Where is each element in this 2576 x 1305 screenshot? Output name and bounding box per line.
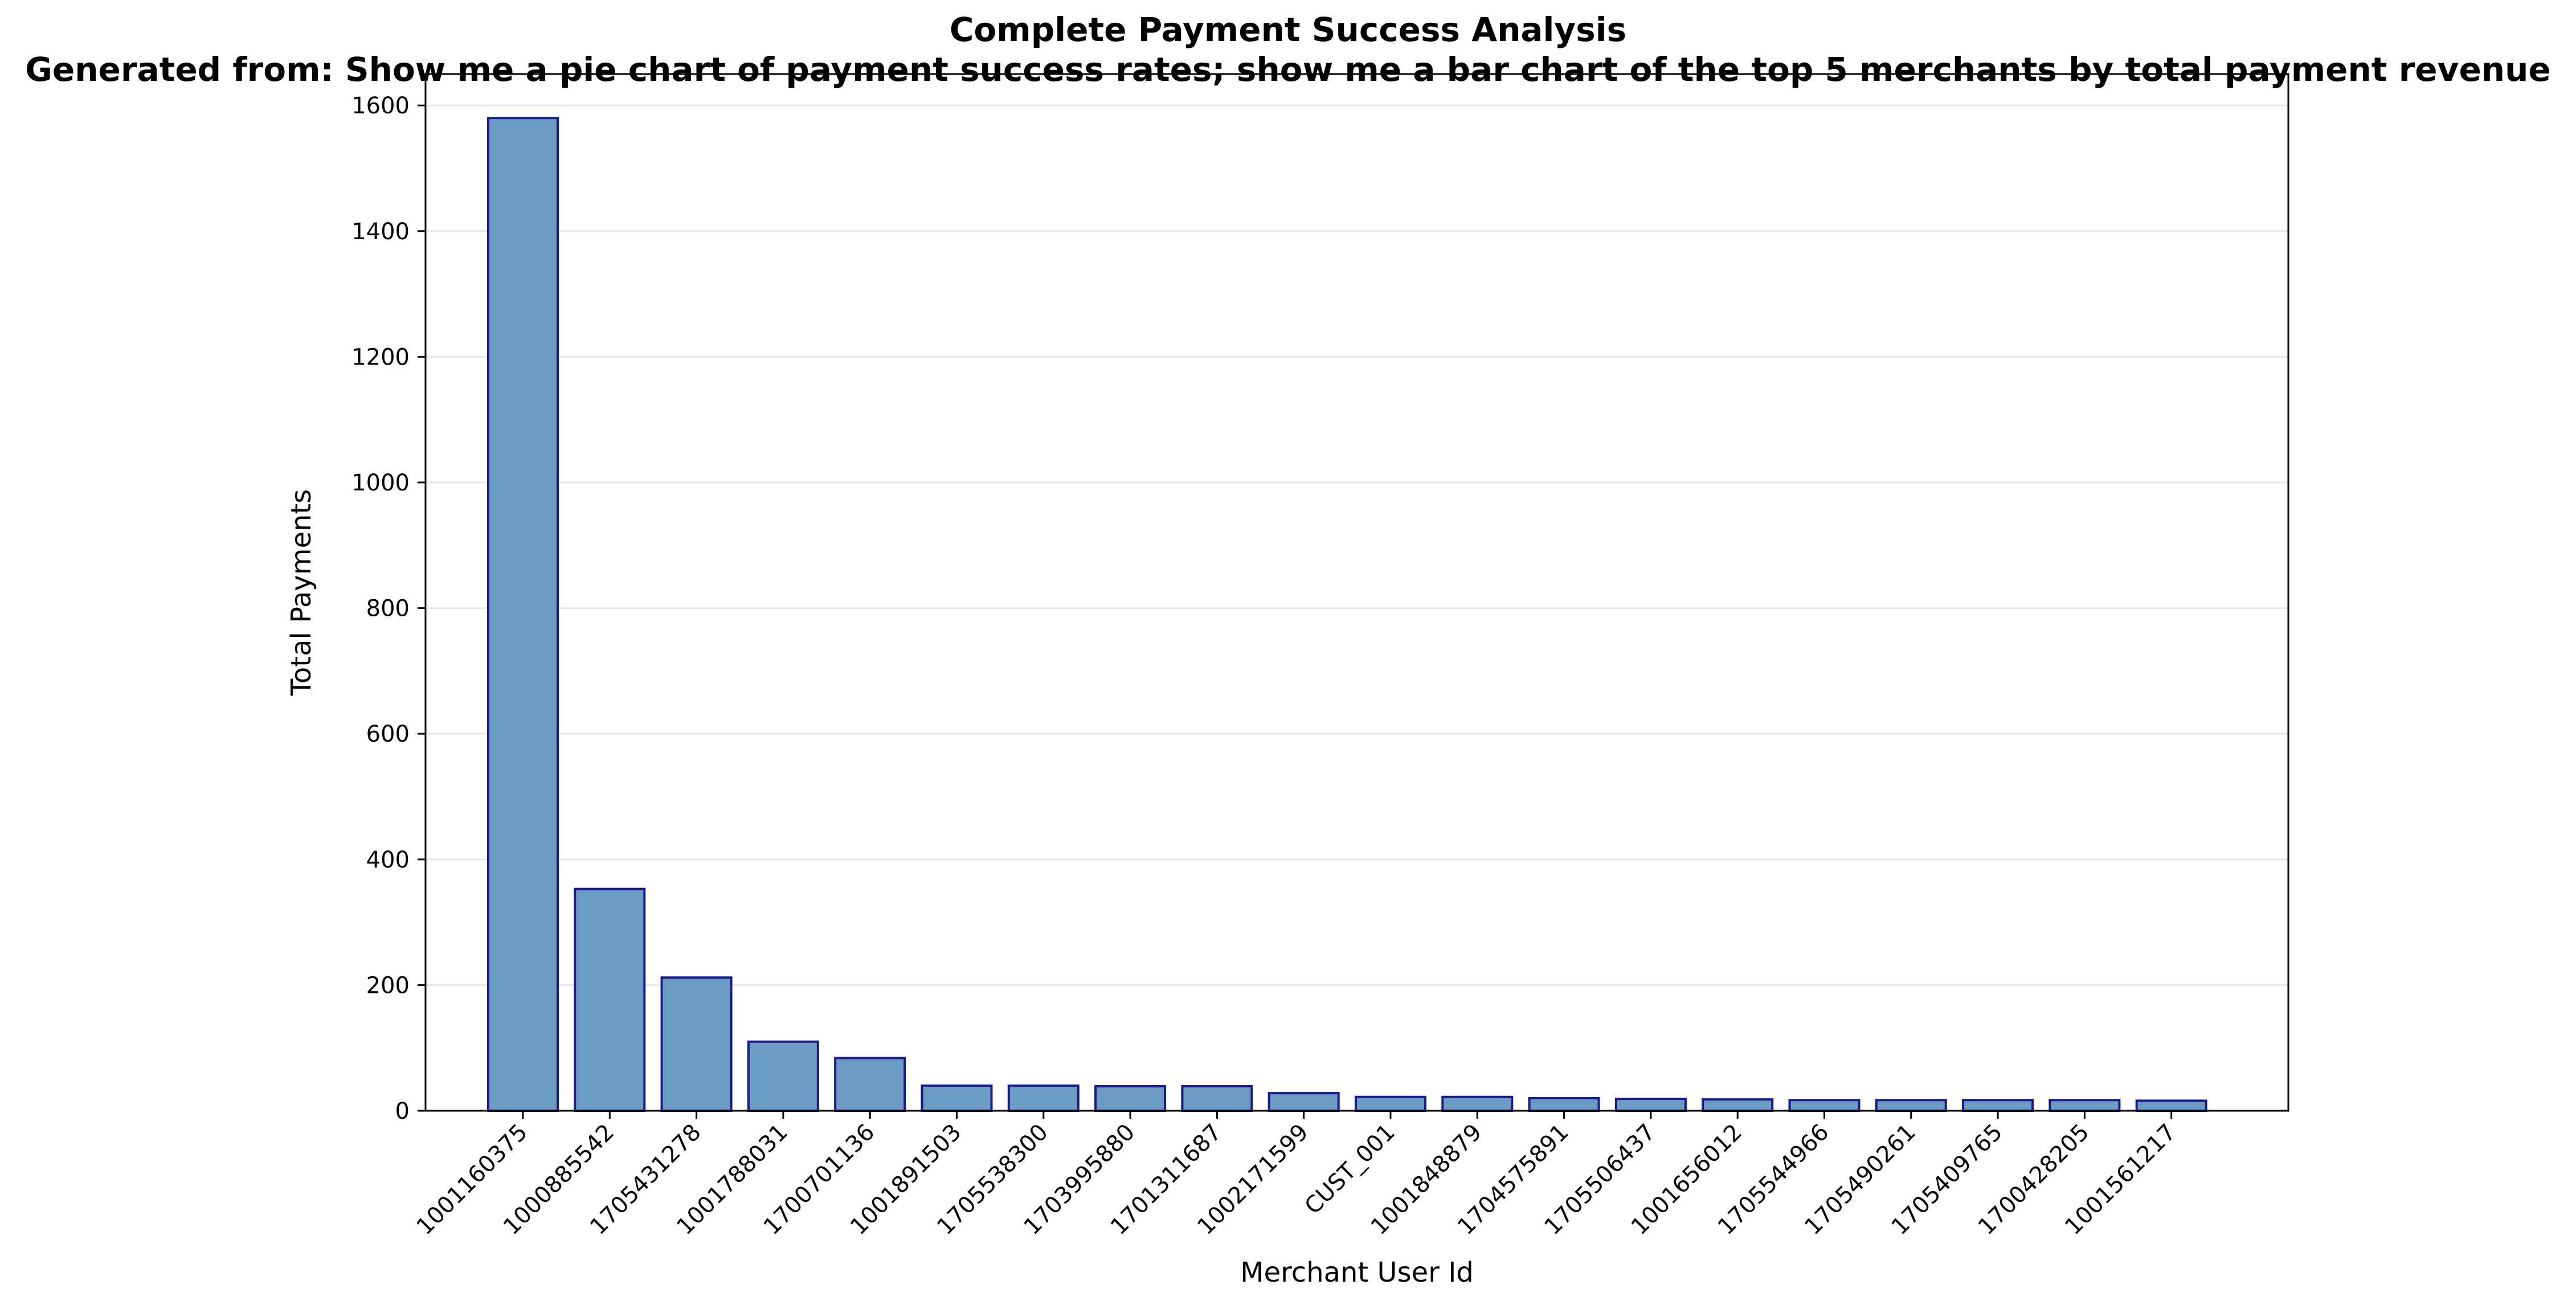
y-tick-label: 200 bbox=[366, 972, 410, 999]
bar bbox=[1528, 1097, 1600, 1112]
bar bbox=[487, 117, 559, 1112]
x-axis-label: Merchant User Id bbox=[1240, 1257, 1474, 1288]
bar bbox=[1181, 1085, 1253, 1112]
y-tick-label: 800 bbox=[366, 596, 410, 622]
bar bbox=[1441, 1095, 1514, 1112]
y-axis-label: Total Payments bbox=[285, 489, 317, 697]
y-tick-label: 0 bbox=[395, 1098, 410, 1124]
bar bbox=[1007, 1084, 1080, 1112]
bar bbox=[921, 1084, 993, 1112]
y-tick-label: 1400 bbox=[351, 219, 410, 245]
bar bbox=[1962, 1099, 2034, 1112]
bar bbox=[1267, 1092, 1340, 1112]
bar bbox=[574, 887, 646, 1112]
y-axis-ticks: 0 200 400 600 800 1000 1200 1400 1600 bbox=[351, 93, 426, 1124]
bar bbox=[747, 1040, 819, 1112]
bar bbox=[1094, 1085, 1167, 1112]
bar bbox=[1788, 1099, 1861, 1112]
bar bbox=[2048, 1099, 2121, 1112]
bar bbox=[1875, 1099, 1947, 1112]
bar bbox=[834, 1057, 906, 1112]
chart-subtitle: Generated from: Show me a pie chart of p… bbox=[25, 50, 2550, 89]
x-axis-ticks: 1001160375100088554217054312781001788031… bbox=[412, 1111, 2181, 1240]
bar bbox=[1614, 1098, 1687, 1112]
y-tick-label: 1200 bbox=[351, 344, 410, 370]
y-tick-label: 400 bbox=[366, 847, 410, 873]
y-tick-label: 600 bbox=[366, 721, 410, 747]
bar bbox=[660, 976, 733, 1112]
y-tick-label: 1000 bbox=[351, 470, 410, 496]
chart-title: Complete Payment Success Analysis bbox=[950, 10, 1626, 49]
bar bbox=[1355, 1095, 1426, 1112]
grid-lines bbox=[426, 104, 2288, 1112]
bars bbox=[487, 117, 2207, 1112]
bar bbox=[2135, 1099, 2207, 1112]
y-tick-label: 1600 bbox=[351, 93, 410, 119]
bar bbox=[1702, 1098, 1774, 1112]
plot-frame bbox=[424, 73, 2289, 1112]
